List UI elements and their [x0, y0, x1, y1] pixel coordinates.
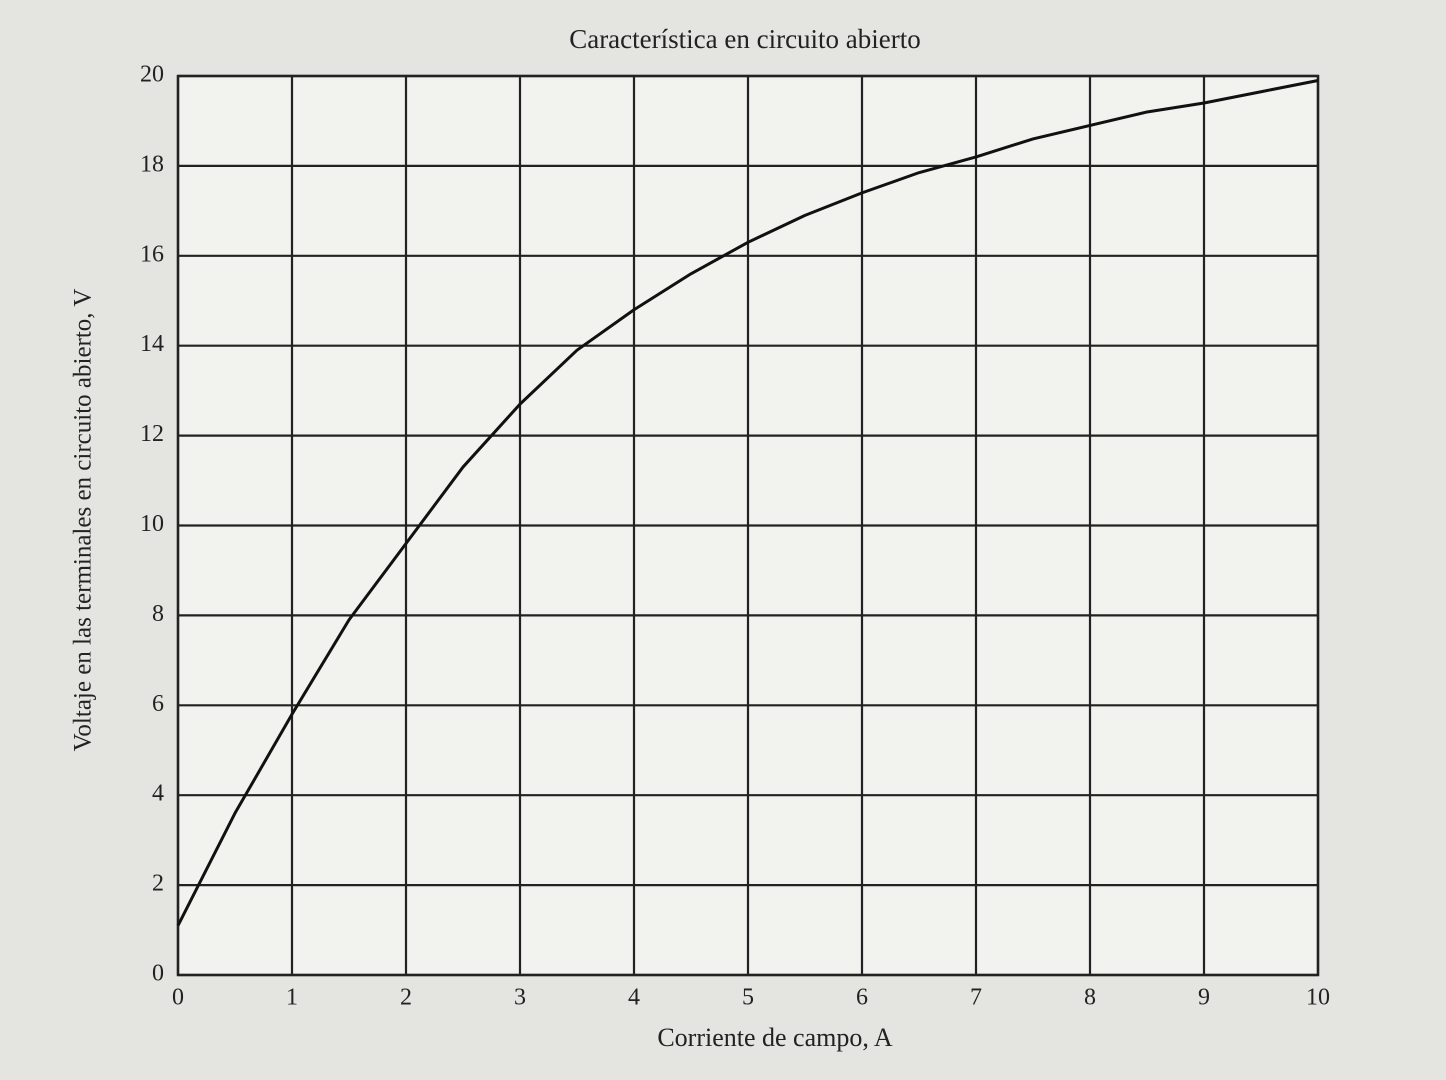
y-axis-label: Voltaje en las terminales en circuito ab…	[70, 289, 97, 752]
y-tick-label: 4	[152, 781, 164, 807]
chart-title: Característica en circuito abierto	[569, 24, 921, 54]
y-tick-label: 12	[140, 421, 164, 447]
x-tick-label: 9	[1198, 985, 1210, 1011]
x-tick-label: 10	[1306, 985, 1330, 1011]
y-tick-label: 14	[140, 331, 164, 357]
y-tick-label: 18	[140, 151, 164, 177]
y-tick-label: 6	[152, 691, 164, 717]
x-tick-label: 1	[286, 985, 298, 1011]
x-tick-label: 0	[172, 985, 184, 1011]
y-tick-label: 0	[152, 961, 164, 987]
x-tick-label: 4	[628, 985, 640, 1011]
x-tick-label: 5	[742, 985, 754, 1011]
y-tick-label: 16	[140, 241, 164, 267]
data-line	[176, 79, 1319, 927]
y-tick-label: 10	[140, 511, 164, 537]
x-tick-label: 7	[970, 985, 982, 1011]
x-tick-label: 3	[514, 985, 526, 1011]
y-tick-label: 20	[140, 62, 164, 88]
y-tick-label: 8	[152, 601, 164, 627]
y-tick-label: 2	[152, 871, 164, 897]
x-axis-label: Corriente de campo, A	[657, 1023, 893, 1052]
x-tick-label: 2	[400, 985, 412, 1011]
x-tick-label: 6	[856, 985, 868, 1011]
x-tick-label: 8	[1084, 985, 1096, 1011]
